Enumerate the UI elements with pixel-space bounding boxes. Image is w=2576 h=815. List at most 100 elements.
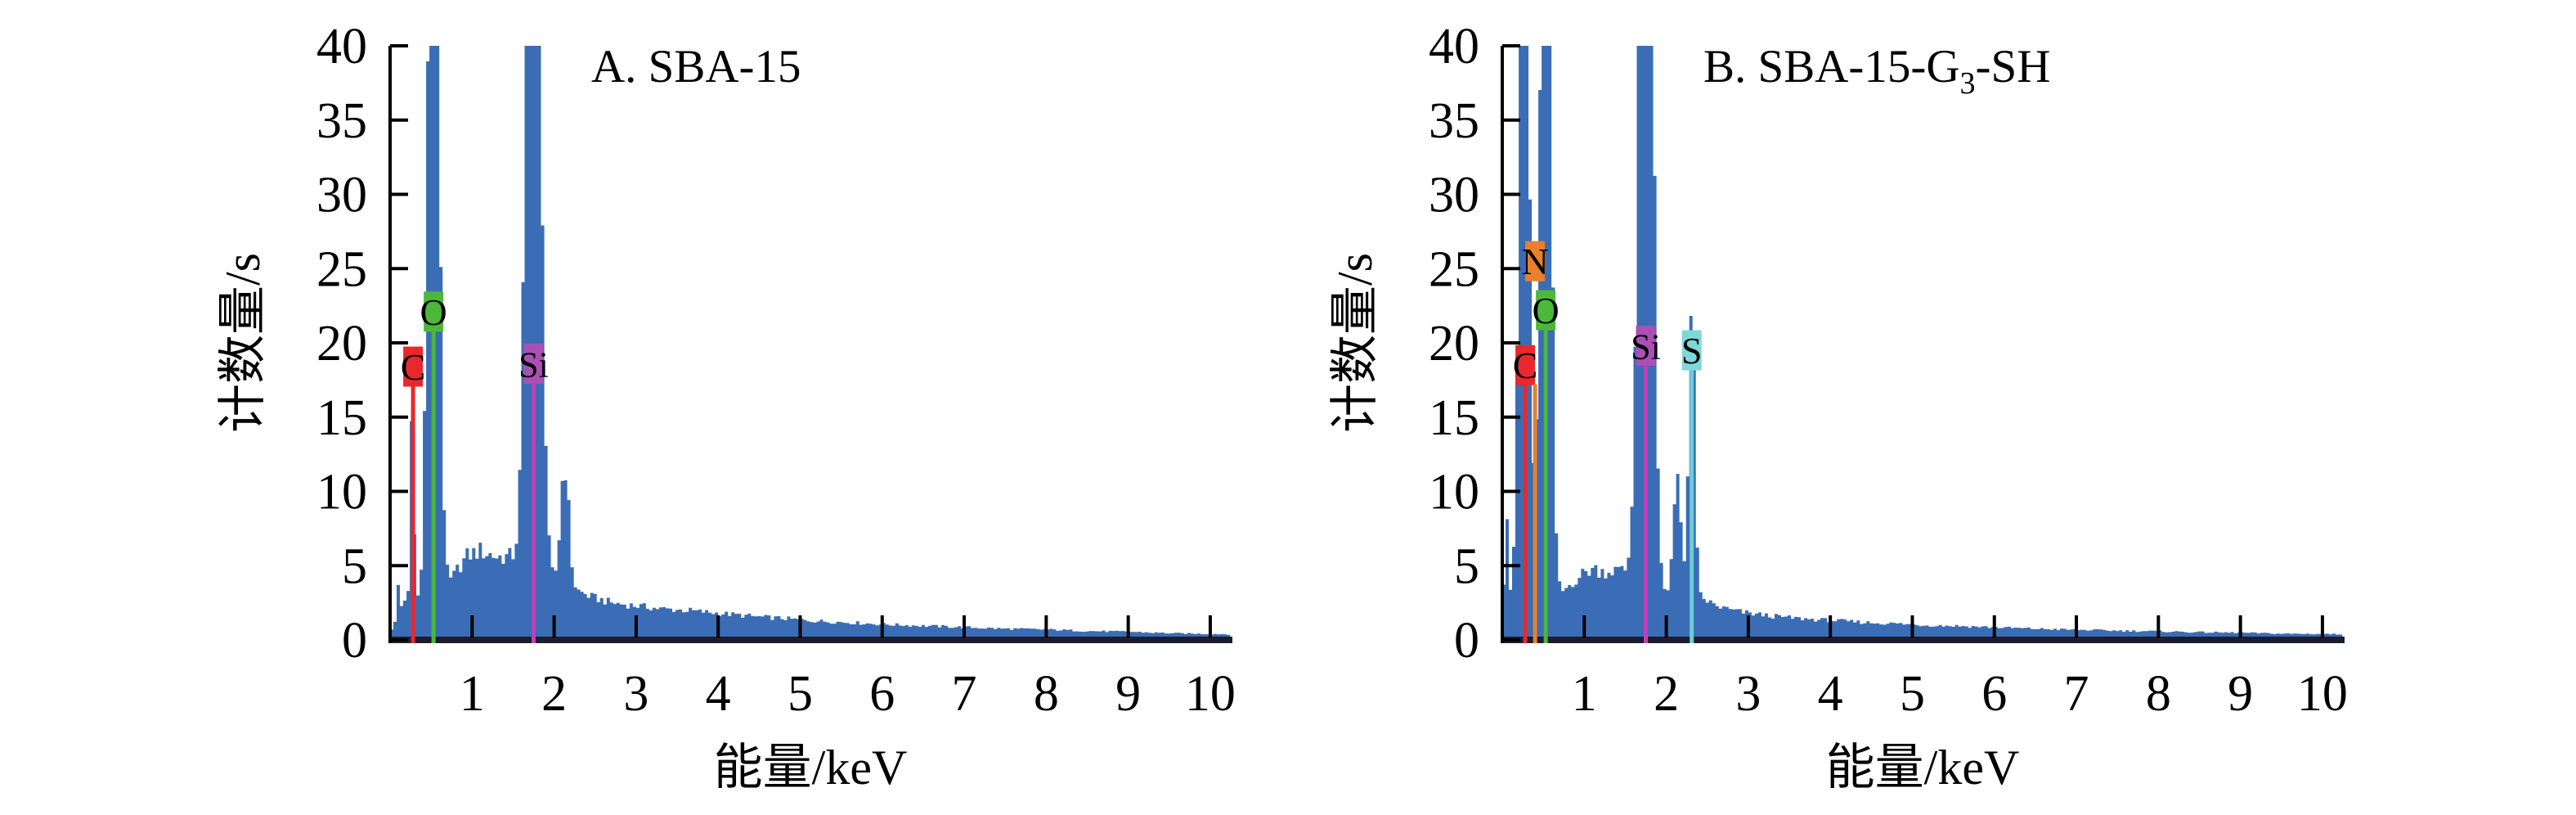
- y-tick: [1502, 118, 1520, 122]
- y-tick: [1502, 267, 1520, 271]
- x-tick: [1044, 615, 1048, 637]
- x-tick-label: 6: [869, 666, 895, 722]
- y-tick: [1502, 638, 1520, 642]
- y-tick: [390, 564, 408, 568]
- x-tick: [2320, 615, 2324, 637]
- element-marker-line-c: [1523, 385, 1528, 643]
- x-tick: [880, 615, 884, 637]
- y-tick-label: 40: [316, 19, 367, 74]
- element-marker-label-s: S: [1681, 330, 1703, 371]
- panel-title: A. SBA-15: [591, 41, 801, 92]
- y-tick-label: 35: [316, 93, 367, 149]
- x-tick-label: 8: [1034, 666, 1059, 722]
- element-marker-line-si: [1644, 366, 1649, 643]
- x-axis-line: [1501, 637, 2345, 643]
- x-tick: [1992, 615, 1996, 637]
- element-marker-box-n: [1525, 241, 1546, 281]
- chart-panel-a: 0 5 10 15 20 25 30 35 40 1 2 3 4 5 6 7 8 9 10 计数量/s 能量/keV A.…: [216, 19, 1236, 795]
- element-marker-label-n: N: [1521, 241, 1548, 282]
- x-tick: [1829, 615, 1833, 637]
- x-tick-label: 5: [788, 666, 813, 722]
- y-tick-label: 30: [316, 168, 367, 223]
- x-tick-label: 4: [706, 666, 731, 722]
- element-marker-label-o: O: [1533, 290, 1560, 331]
- x-axis-line: [388, 637, 1232, 643]
- element-marker-line-o: [1543, 330, 1548, 643]
- x-tick: [2238, 615, 2242, 637]
- x-tick-label: 9: [1115, 666, 1141, 722]
- axis-title-x: 能量/keV: [714, 741, 908, 795]
- x-tick-label: 3: [1735, 666, 1761, 722]
- element-marker-line-si: [532, 383, 536, 643]
- x-tick: [2156, 615, 2161, 637]
- y-tick: [1502, 192, 1520, 196]
- element-marker-line-n: [1533, 384, 1537, 643]
- y-tick-label: 10: [1429, 465, 1479, 520]
- y-tick-label: 15: [1429, 390, 1479, 446]
- y-tick-label: 20: [1429, 316, 1479, 371]
- axis-title-y: 计数量/s: [1328, 253, 1382, 433]
- x-tick-label: 2: [1654, 666, 1679, 722]
- spectrum-area: [390, 46, 1231, 640]
- x-tick-label: 3: [623, 666, 648, 722]
- y-tick-label: 40: [1429, 19, 1479, 74]
- axis-title-y: 计数量/s: [216, 253, 270, 433]
- element-marker-label-c: C: [1513, 344, 1538, 386]
- chart-panel-b: 0 5 10 15 20 25 30 35 40 1 2 3 4 5 6 7 8 9 10 计数量/s 能量/keV B.…: [1288, 0, 2576, 815]
- element-marker-label-c: C: [401, 346, 426, 388]
- y-tick-label: 0: [1454, 613, 1479, 669]
- x-tick-label: 2: [541, 666, 567, 722]
- x-tick: [798, 615, 802, 637]
- y-tick: [1502, 489, 1520, 493]
- y-tick-label: 25: [1429, 241, 1479, 297]
- y-tick: [390, 489, 408, 493]
- x-tick: [634, 615, 638, 637]
- x-tick: [552, 615, 556, 637]
- x-tick-label: 10: [1185, 666, 1236, 722]
- element-marker-box-o: [1536, 290, 1556, 331]
- y-tick: [390, 638, 408, 642]
- y-tick: [1502, 44, 1520, 47]
- x-tick-label: 1: [460, 666, 485, 722]
- x-tick: [1126, 615, 1130, 637]
- y-tick: [390, 118, 408, 122]
- x-tick: [1208, 615, 1212, 637]
- y-tick: [1502, 564, 1520, 568]
- y-tick-label: 35: [1429, 93, 1479, 149]
- element-marker-box-c: [403, 346, 424, 387]
- element-marker-label-si: Si: [518, 344, 549, 385]
- element-marker-box-o: [424, 291, 444, 332]
- y-tick: [1502, 341, 1520, 344]
- y-tick: [390, 44, 408, 47]
- y-tick-label: 0: [342, 613, 367, 669]
- element-marker-box-c: [1515, 344, 1536, 385]
- axis-title-x: 能量/keV: [1826, 741, 2020, 795]
- x-tick-label: 7: [2064, 666, 2089, 722]
- x-tick-label: 5: [1900, 666, 1925, 722]
- x-tick-label: 4: [1818, 666, 1843, 722]
- y-tick-label: 5: [342, 538, 367, 594]
- x-tick-label: 6: [1981, 666, 2007, 722]
- y-tick-label: 20: [316, 316, 367, 371]
- x-tick: [716, 615, 720, 637]
- x-tick: [1582, 615, 1586, 637]
- element-marker-label-o: O: [420, 291, 447, 333]
- element-marker-box-s: [1681, 330, 1702, 371]
- y-tick: [390, 192, 408, 196]
- element-marker-box-si: [1636, 326, 1656, 367]
- spectrum-area: [1502, 46, 2343, 640]
- y-tick-label: 30: [1429, 168, 1479, 223]
- x-tick-label: 10: [2297, 666, 2348, 722]
- y-tick: [390, 415, 408, 419]
- y-tick: [1502, 415, 1520, 419]
- x-tick: [963, 615, 967, 637]
- x-tick: [1910, 615, 1914, 637]
- element-marker-line-c: [411, 386, 415, 643]
- x-tick-label: 1: [1572, 666, 1597, 722]
- y-tick-label: 5: [1454, 538, 1479, 594]
- x-tick-label: 8: [2146, 666, 2171, 722]
- panel-title: B. SBA-15-G3-SH: [1703, 41, 2050, 101]
